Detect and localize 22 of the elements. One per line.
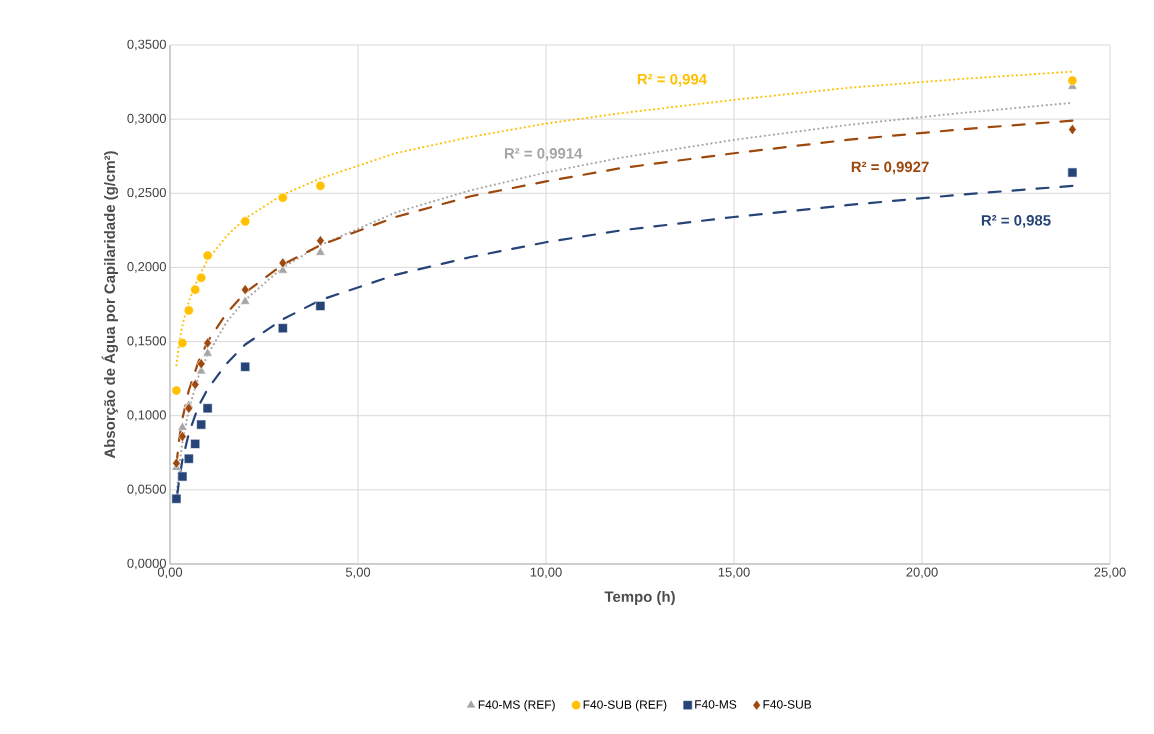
x-tick-label: 5,00 — [345, 567, 371, 579]
x-tick-label: 10,00 — [530, 567, 562, 579]
annotation: R² = 0,9914 — [504, 148, 583, 161]
x-tick-label: 15,00 — [718, 567, 750, 579]
y-tick-label: 0,2500 — [127, 187, 166, 199]
legend-label: F40-MS (REF) — [478, 700, 555, 712]
y-tick-label: 0,3500 — [127, 39, 166, 51]
y-axis-title: Absorção de Água por Capilaridade (g/cm²) — [101, 151, 119, 459]
annotation: R² = 0,994 — [637, 73, 707, 87]
y-tick-label: 0,0500 — [127, 484, 166, 496]
legend-label: F40-SUB (REF) — [583, 700, 667, 712]
y-tick-label: 0,1500 — [127, 336, 166, 347]
annotation: R² = 0,9927 — [851, 161, 929, 175]
x-axis-title: Tempo (h) — [604, 591, 675, 605]
y-tick-label: 0,3000 — [127, 113, 166, 125]
annotation: R² = 0,985 — [981, 215, 1051, 228]
y-tick-label: 0,2000 — [127, 262, 166, 273]
legend-label: F40-MS — [695, 700, 737, 709]
y-tick-label: 0,1000 — [127, 410, 166, 422]
legend-label: F40-SUB — [763, 700, 812, 709]
x-tick-label: 25,00 — [1094, 567, 1126, 579]
x-tick-label: 20,00 — [906, 567, 938, 579]
